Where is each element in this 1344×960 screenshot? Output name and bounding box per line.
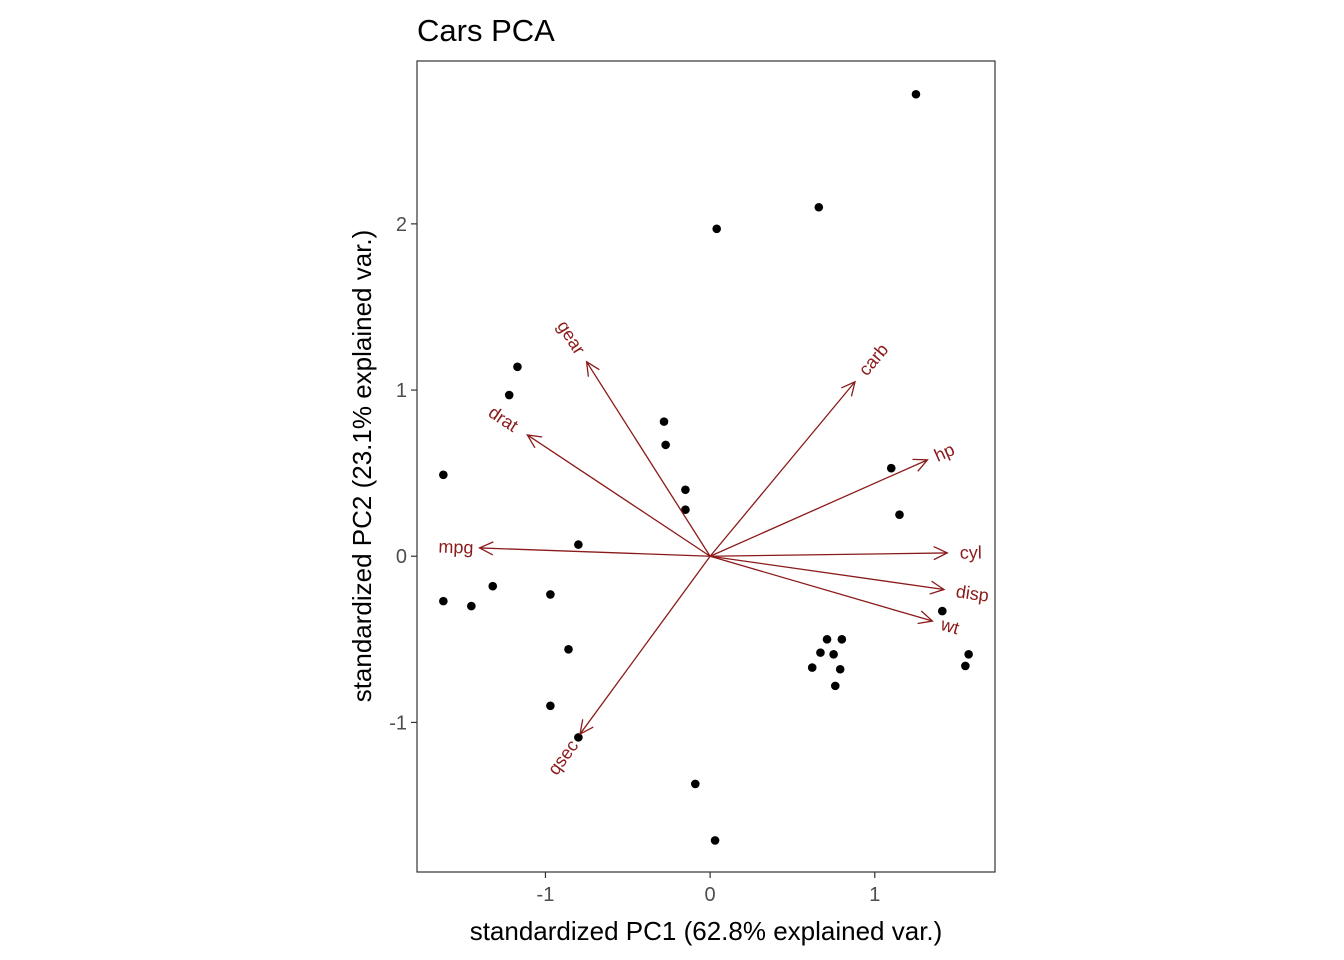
chart-title: Cars PCA <box>417 13 555 48</box>
observation-point <box>837 635 847 644</box>
x-tick-label: 0 <box>705 884 716 906</box>
loading-label-hp: hp <box>931 439 957 465</box>
observation-point <box>710 836 720 845</box>
observation-point <box>504 390 514 400</box>
observation-point <box>886 463 896 473</box>
observation-point <box>895 510 904 519</box>
y-tick-label: 0 <box>396 546 407 568</box>
arrowhead-hp <box>912 458 929 472</box>
arrowhead-cyl <box>933 545 949 561</box>
arrowhead-gear <box>585 360 600 377</box>
arrowhead-drat <box>526 434 543 449</box>
loading-arrow-mpg <box>479 547 711 557</box>
observation-point <box>467 601 476 611</box>
x-tick-label: 1 <box>869 884 880 906</box>
observation-point <box>964 649 973 659</box>
observation-point <box>546 590 555 599</box>
observation-point <box>513 362 522 372</box>
loading-label-drat: drat <box>485 402 522 436</box>
observation-point <box>938 606 947 616</box>
loading-arrow-qsec <box>579 555 711 735</box>
observation-point <box>439 596 448 606</box>
x-tick-label: -1 <box>537 884 555 906</box>
y-tick-label: 2 <box>396 214 407 236</box>
axes-layer: -1 0 1 -1 0 1 2 <box>389 214 880 906</box>
y-axis-title: standardized PC2 (23.1% explained var.) <box>347 230 377 703</box>
loading-label-cyl: cyl <box>960 542 982 562</box>
loading-arrow-carb <box>709 381 856 557</box>
loading-label-mpg: mpg <box>438 536 474 557</box>
loading-arrow-disp <box>710 555 945 591</box>
x-axis-title: standardized PC1 (62.8% explained var.) <box>470 916 943 946</box>
observation-point <box>690 779 700 789</box>
y-tick-label: -1 <box>389 712 407 734</box>
loading-arrow-hp <box>709 459 928 557</box>
loading-label-wt: wt <box>938 614 962 639</box>
arrowhead-disp <box>929 580 946 595</box>
loading-arrow-drat <box>526 434 711 557</box>
loading-label-gear: gear <box>553 317 589 358</box>
observation-point <box>816 648 825 657</box>
y-tick-label: 1 <box>396 380 407 402</box>
points-layer <box>439 89 973 845</box>
arrowhead-carb <box>841 380 856 397</box>
observation-point <box>814 202 824 212</box>
plot-panel <box>416 60 996 873</box>
observation-point <box>574 733 583 742</box>
arrowhead-qsec <box>579 719 594 736</box>
observation-point <box>961 661 970 671</box>
observation-point <box>807 663 817 672</box>
observation-point <box>681 485 690 495</box>
observation-point <box>911 89 921 99</box>
observation-point <box>830 681 840 691</box>
observation-point <box>661 440 670 450</box>
loading-label-carb: carb <box>855 340 893 380</box>
observation-point <box>712 224 722 234</box>
observation-point <box>659 417 669 426</box>
loading-arrows-layer: mpg cyl disp hp drat wt qsec gear carb <box>438 317 990 779</box>
loading-arrow-wt <box>709 555 933 622</box>
observation-point <box>574 540 583 549</box>
observation-point <box>564 645 573 654</box>
loading-label-qsec: qsec <box>544 736 583 779</box>
loading-arrow-gear <box>586 361 711 557</box>
observation-point <box>488 581 498 591</box>
observation-point <box>546 701 555 711</box>
loading-arrow-cyl <box>710 552 948 557</box>
observation-point <box>439 470 448 480</box>
observation-point <box>681 505 690 515</box>
observation-point <box>835 664 845 674</box>
observation-point <box>822 635 832 644</box>
observation-point <box>829 649 838 659</box>
arrowhead-mpg <box>478 541 494 556</box>
loading-label-disp: disp <box>955 581 991 605</box>
arrowhead-wt <box>917 610 934 625</box>
